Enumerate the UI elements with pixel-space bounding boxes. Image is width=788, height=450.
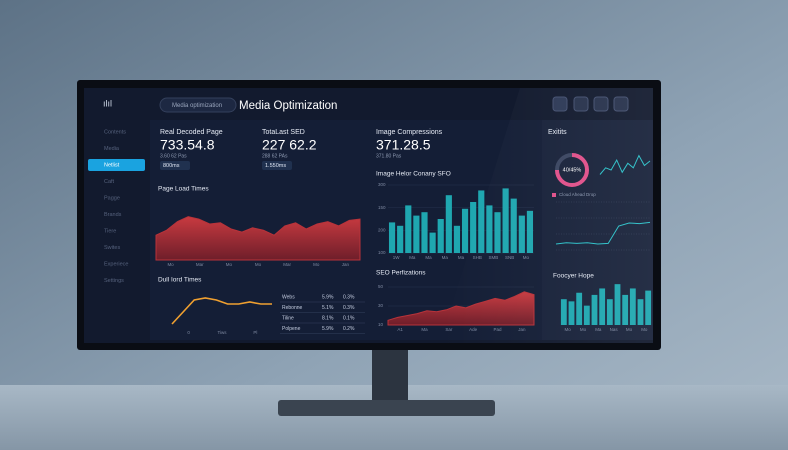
kpi-label: TotaLast SED (262, 129, 305, 136)
y-label: 50 (378, 284, 384, 289)
line (171, 297, 272, 325)
stand-neck (372, 345, 408, 405)
x-label: Ma (425, 255, 432, 260)
x-label: Ma (458, 255, 465, 260)
bar (445, 195, 452, 253)
table-cell: 8.1% (322, 315, 334, 321)
table-cell: Webs (282, 294, 295, 300)
bar (461, 208, 469, 253)
table-cell: 0.2% (343, 326, 355, 332)
bar (453, 225, 461, 253)
x-label: Mar (283, 262, 291, 267)
x-label: Mo (313, 262, 320, 267)
kpi-sub: 3.60 62 Pas (160, 153, 187, 159)
y-label: 200 (378, 228, 386, 233)
bar (437, 219, 444, 253)
x-label: Mar (196, 262, 204, 267)
table-cell: Polpene (282, 326, 301, 332)
table-cell: 5.9% (322, 326, 334, 332)
kpi-badge-text: 1.550ms (265, 163, 286, 169)
search-text: Media optimization (172, 103, 222, 109)
nav-item: Swites (104, 245, 120, 251)
x-label: Tiws (217, 330, 227, 335)
table-cell: 0.3% (343, 294, 355, 300)
y-label: 150 (378, 205, 386, 210)
kpi-label: Real Decoded Page (160, 129, 223, 136)
table-cell: 5.1% (322, 305, 334, 311)
nav-item: Experiece (104, 261, 128, 267)
kpi-badge (160, 161, 190, 170)
table-cell: 0.3% (343, 305, 355, 311)
x-label: A1 (397, 327, 403, 332)
nav-item: Pagge (104, 195, 120, 201)
kpi-sub: 288 62 PAs (262, 153, 288, 159)
table-cell: Rebonne (282, 305, 303, 311)
kpi-value: 371.28.5 (376, 137, 431, 153)
x-label: Ma (442, 255, 449, 260)
nav-item: Tiere (104, 228, 116, 234)
nav-active (88, 159, 145, 171)
nav-item: Netlist (104, 162, 120, 168)
x-label: Mo (255, 262, 262, 267)
table-cell: 0.1% (343, 315, 355, 321)
y-label: 100 (378, 250, 386, 255)
x-label: Jan (342, 262, 350, 267)
chart-title: SEO Perfizations (376, 270, 426, 277)
kpi-value: 733.54.8 (160, 137, 215, 153)
nav-item: Settings (104, 278, 124, 284)
logo: ılıl (103, 98, 112, 108)
screen-glare (440, 88, 653, 343)
bar (421, 212, 428, 253)
x-label: Ma (421, 327, 428, 332)
page-title: Media Optimization (239, 100, 337, 112)
bar (413, 215, 420, 253)
y-label: 10 (378, 322, 384, 327)
chart-title: Dull Iord Times (158, 277, 202, 284)
nav-item: Brands (104, 212, 122, 218)
bar (405, 205, 412, 253)
area (155, 216, 361, 261)
chart-title: Page Load Times (158, 186, 209, 193)
kpi-label: Image Compressions (376, 129, 443, 136)
x-label: Mo (167, 262, 174, 267)
nav-item: Contents (104, 129, 126, 135)
y-label: 300 (378, 182, 386, 187)
x-label: Ma (409, 255, 416, 260)
search-box (159, 97, 237, 113)
bar (470, 202, 477, 253)
bar (397, 225, 404, 253)
bar (429, 232, 436, 253)
kpi-badge-text: 800ms (163, 163, 180, 169)
table-cell: 5.9% (322, 294, 334, 300)
nav-item: Media (104, 146, 120, 152)
y-label: 30 (378, 303, 384, 308)
kpi-badge (262, 161, 292, 170)
x-label: Pl (253, 330, 257, 335)
stand-base (278, 400, 495, 416)
x-label: 1W (393, 255, 401, 260)
nav-item: Caft (104, 179, 115, 185)
chart-title: Image Helor Conany SFO (376, 171, 451, 178)
kpi-value: 227 62.2 (262, 137, 317, 153)
x-label: Mo (226, 262, 233, 267)
kpi-sub: 371.80 Pas (376, 153, 402, 159)
table-cell: Tiline (282, 315, 294, 321)
bar (388, 222, 396, 253)
x-label: 0 (187, 330, 190, 335)
